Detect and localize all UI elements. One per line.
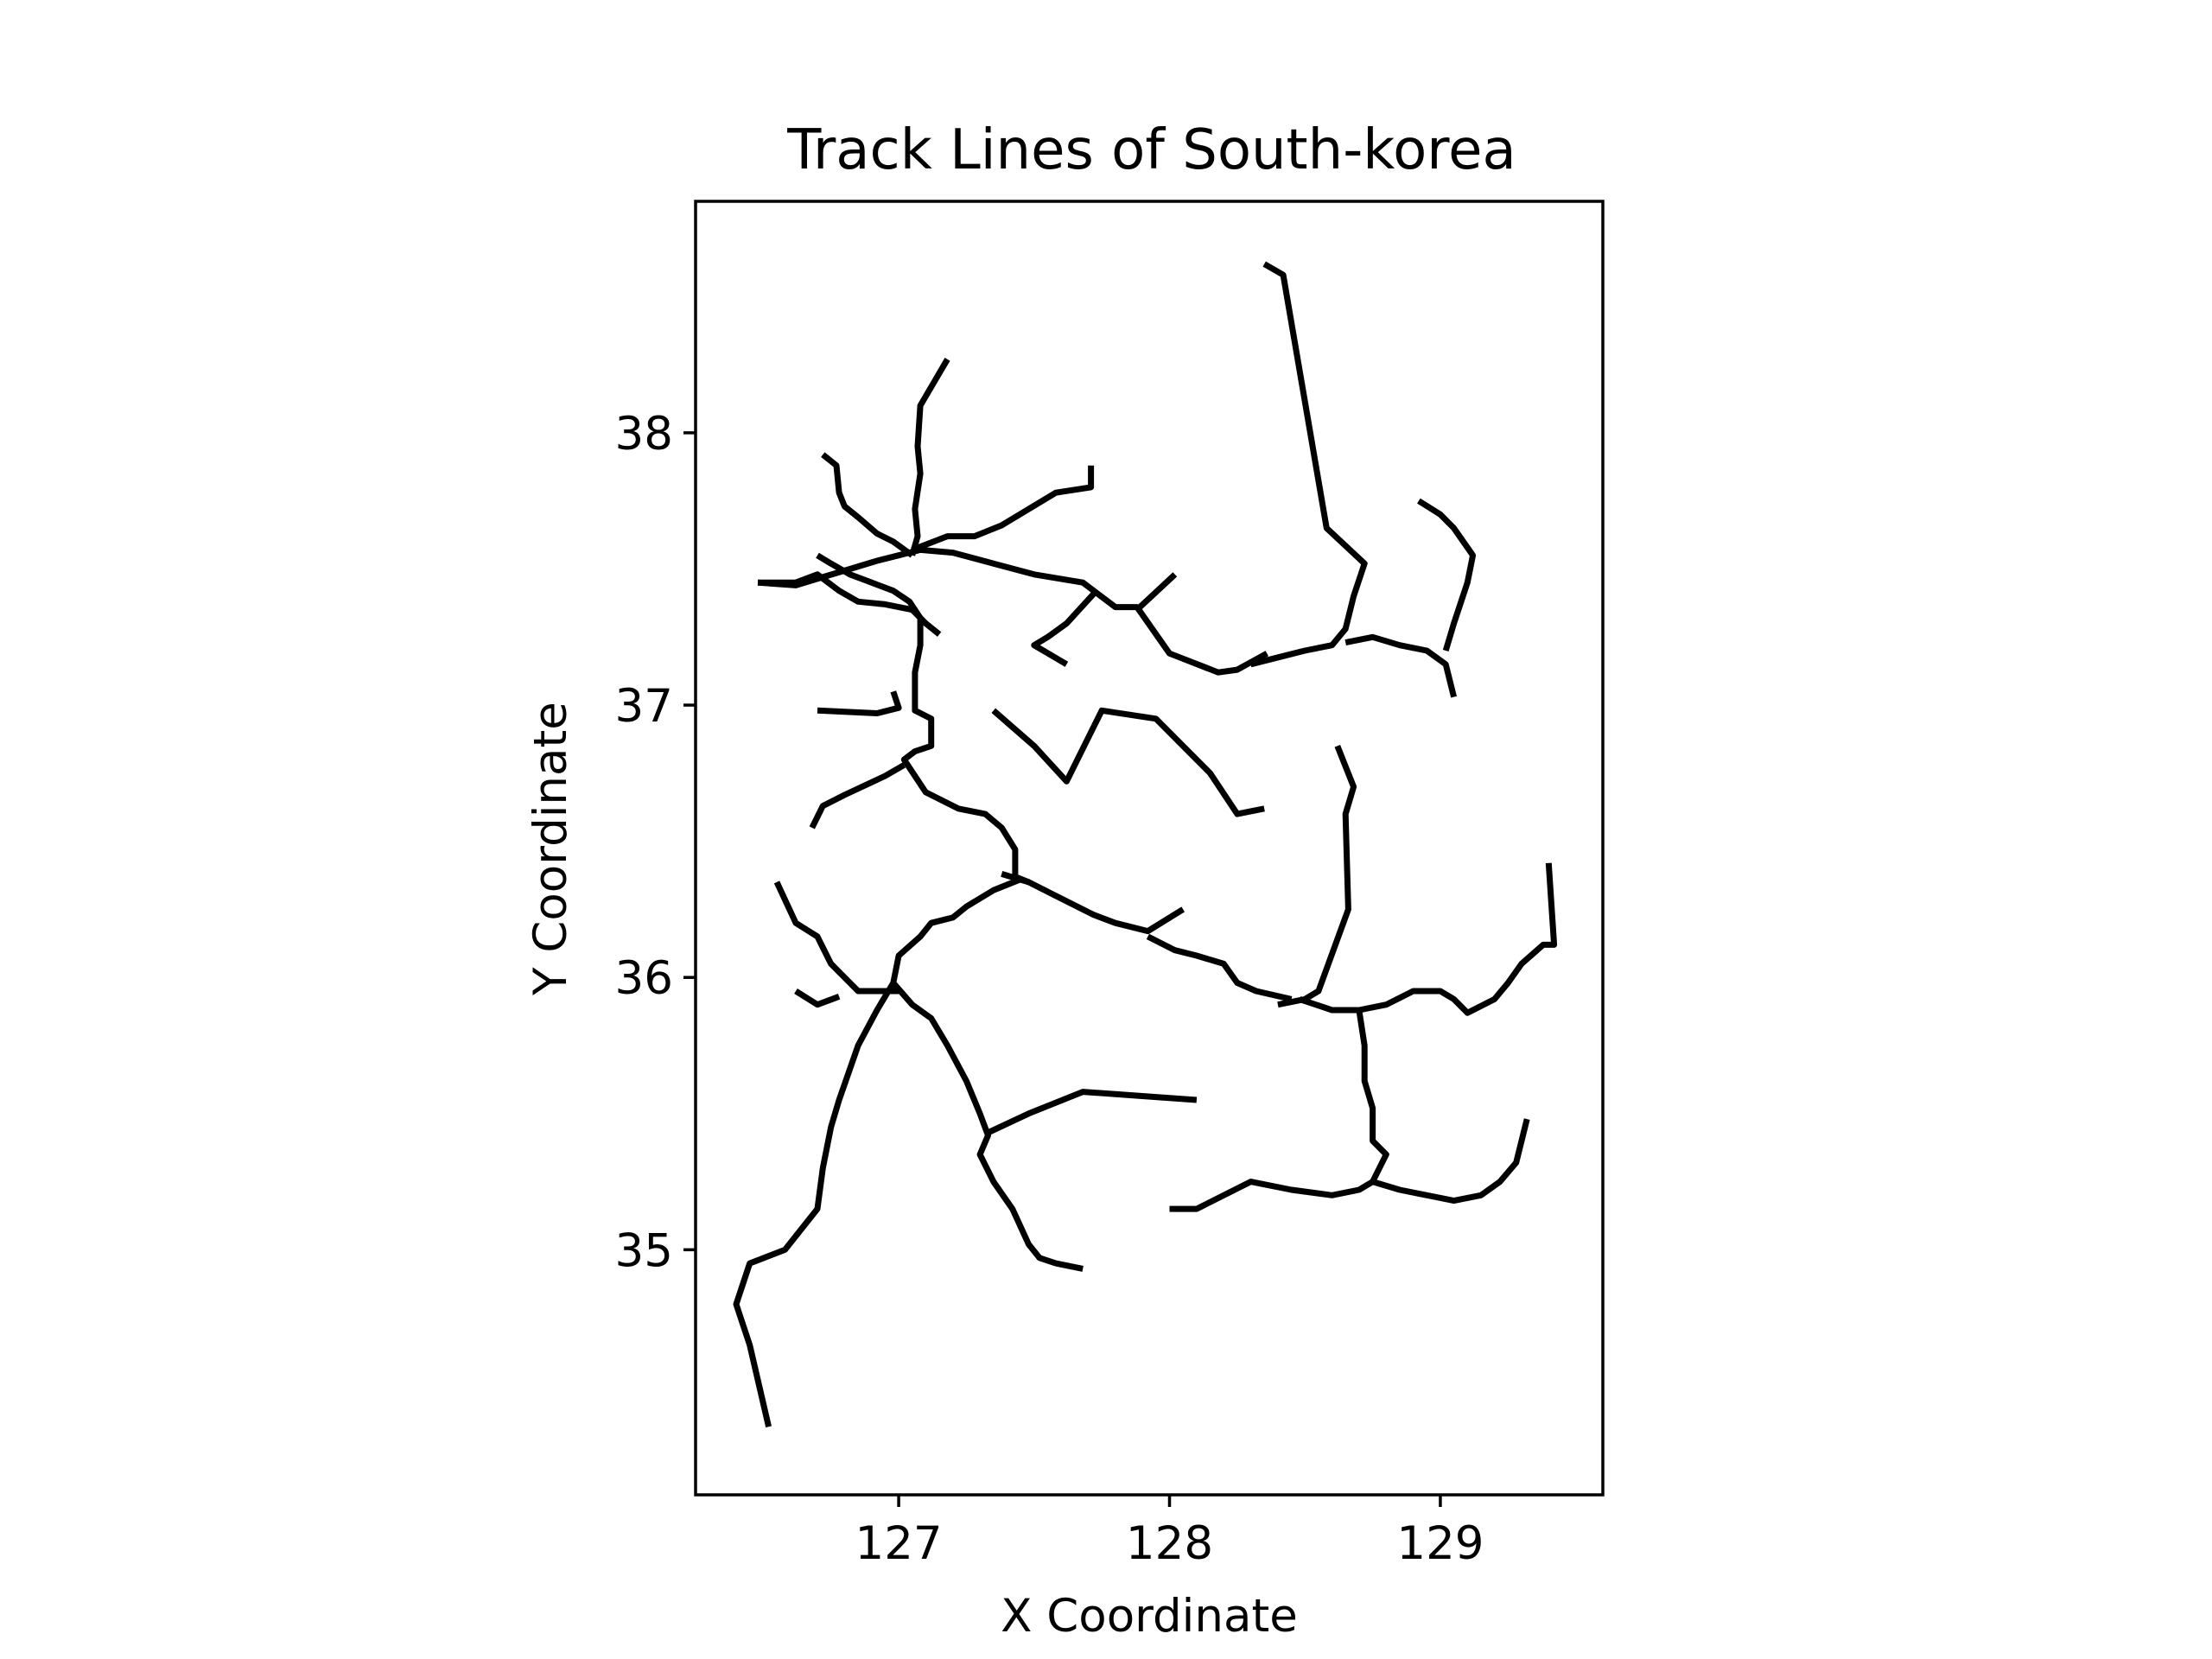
y-tick-label: 35: [615, 1224, 673, 1277]
y-axis-label: Y Coordinate: [524, 702, 577, 996]
track-line-8: [809, 762, 906, 830]
track-line-22: [1001, 871, 1030, 886]
y-axis-ticks: 35 36 37 38: [615, 408, 696, 1277]
x-tick-label: 128: [1126, 1517, 1213, 1570]
track-line-2: [911, 465, 1095, 553]
track-line-25: [773, 880, 899, 995]
plot-area-frame: [694, 200, 1605, 1497]
y-tick-label: 37: [615, 680, 673, 733]
track-line-20: [1417, 498, 1477, 652]
track-line-21: [991, 707, 1265, 817]
track-line-15: [1298, 862, 1558, 1016]
y-tick-label: 36: [615, 952, 673, 1005]
track-line-11: [891, 981, 1084, 1272]
track-line-10: [733, 876, 1022, 1427]
x-tick-label: 127: [855, 1517, 942, 1570]
x-axis-ticks: 127 128 129: [855, 1495, 1484, 1570]
track-line-18: [1249, 261, 1368, 668]
track-line-19: [1344, 633, 1457, 698]
track-line-26: [794, 988, 841, 1008]
chart-title: Track Lines of South-korea: [786, 118, 1516, 182]
track-line-23: [1031, 588, 1099, 667]
x-axis-label: X Coordinate: [1001, 1590, 1298, 1643]
track-line-7: [817, 690, 902, 716]
track-line-13: [1146, 933, 1293, 1002]
track-line-17: [1371, 1118, 1530, 1205]
track-line-24: [1135, 572, 1178, 613]
track-line-5: [821, 452, 914, 558]
track-line-12: [987, 1089, 1198, 1135]
track-lines-group: [733, 261, 1558, 1427]
track-line-1: [909, 358, 950, 556]
x-tick-label: 129: [1396, 1517, 1484, 1570]
y-tick-label: 38: [615, 408, 673, 461]
track-line-6: [816, 552, 1019, 877]
